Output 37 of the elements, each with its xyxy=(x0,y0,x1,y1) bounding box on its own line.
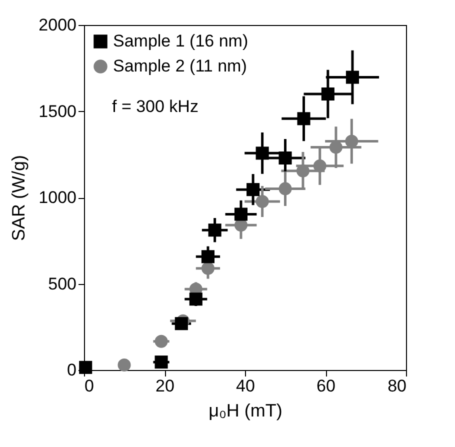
point xyxy=(174,317,188,330)
point xyxy=(321,87,334,101)
point xyxy=(345,134,358,148)
point xyxy=(234,208,248,221)
y-tick-label: 2000 xyxy=(38,16,76,34)
y-tick-label: 1500 xyxy=(38,102,76,121)
x-tick-label: 20 xyxy=(156,376,174,396)
point xyxy=(154,356,168,369)
point xyxy=(189,292,202,306)
y-tick-label: 1000 xyxy=(38,188,76,207)
point xyxy=(297,112,310,126)
x-tick-label: 40 xyxy=(236,376,255,396)
x-axis-title: μ₀H (mT) xyxy=(208,400,282,420)
point xyxy=(313,159,326,172)
point xyxy=(118,358,131,372)
y-axis-title: SAR (W/g) xyxy=(8,154,29,242)
point xyxy=(201,250,214,264)
y-tick-label: 500 xyxy=(48,274,76,294)
point xyxy=(208,224,222,237)
point xyxy=(278,182,292,196)
point xyxy=(154,334,168,348)
point xyxy=(296,164,310,178)
point xyxy=(346,70,359,84)
point xyxy=(256,194,269,208)
point xyxy=(256,146,269,160)
point xyxy=(246,183,260,196)
x-tick-label: 60 xyxy=(316,376,336,396)
legend-label: Sample 2 (11 nm) xyxy=(113,56,247,76)
y-tick-label: 0 xyxy=(67,360,76,380)
annotation: f = 300 kHz xyxy=(112,97,198,116)
legend-label: Sample 1 (16 nm) xyxy=(113,32,248,50)
point xyxy=(278,151,292,165)
point xyxy=(201,262,214,275)
point xyxy=(329,140,342,154)
x-tick-label: 80 xyxy=(388,376,406,396)
point xyxy=(79,360,92,374)
x-tick-label: 0 xyxy=(84,376,94,396)
